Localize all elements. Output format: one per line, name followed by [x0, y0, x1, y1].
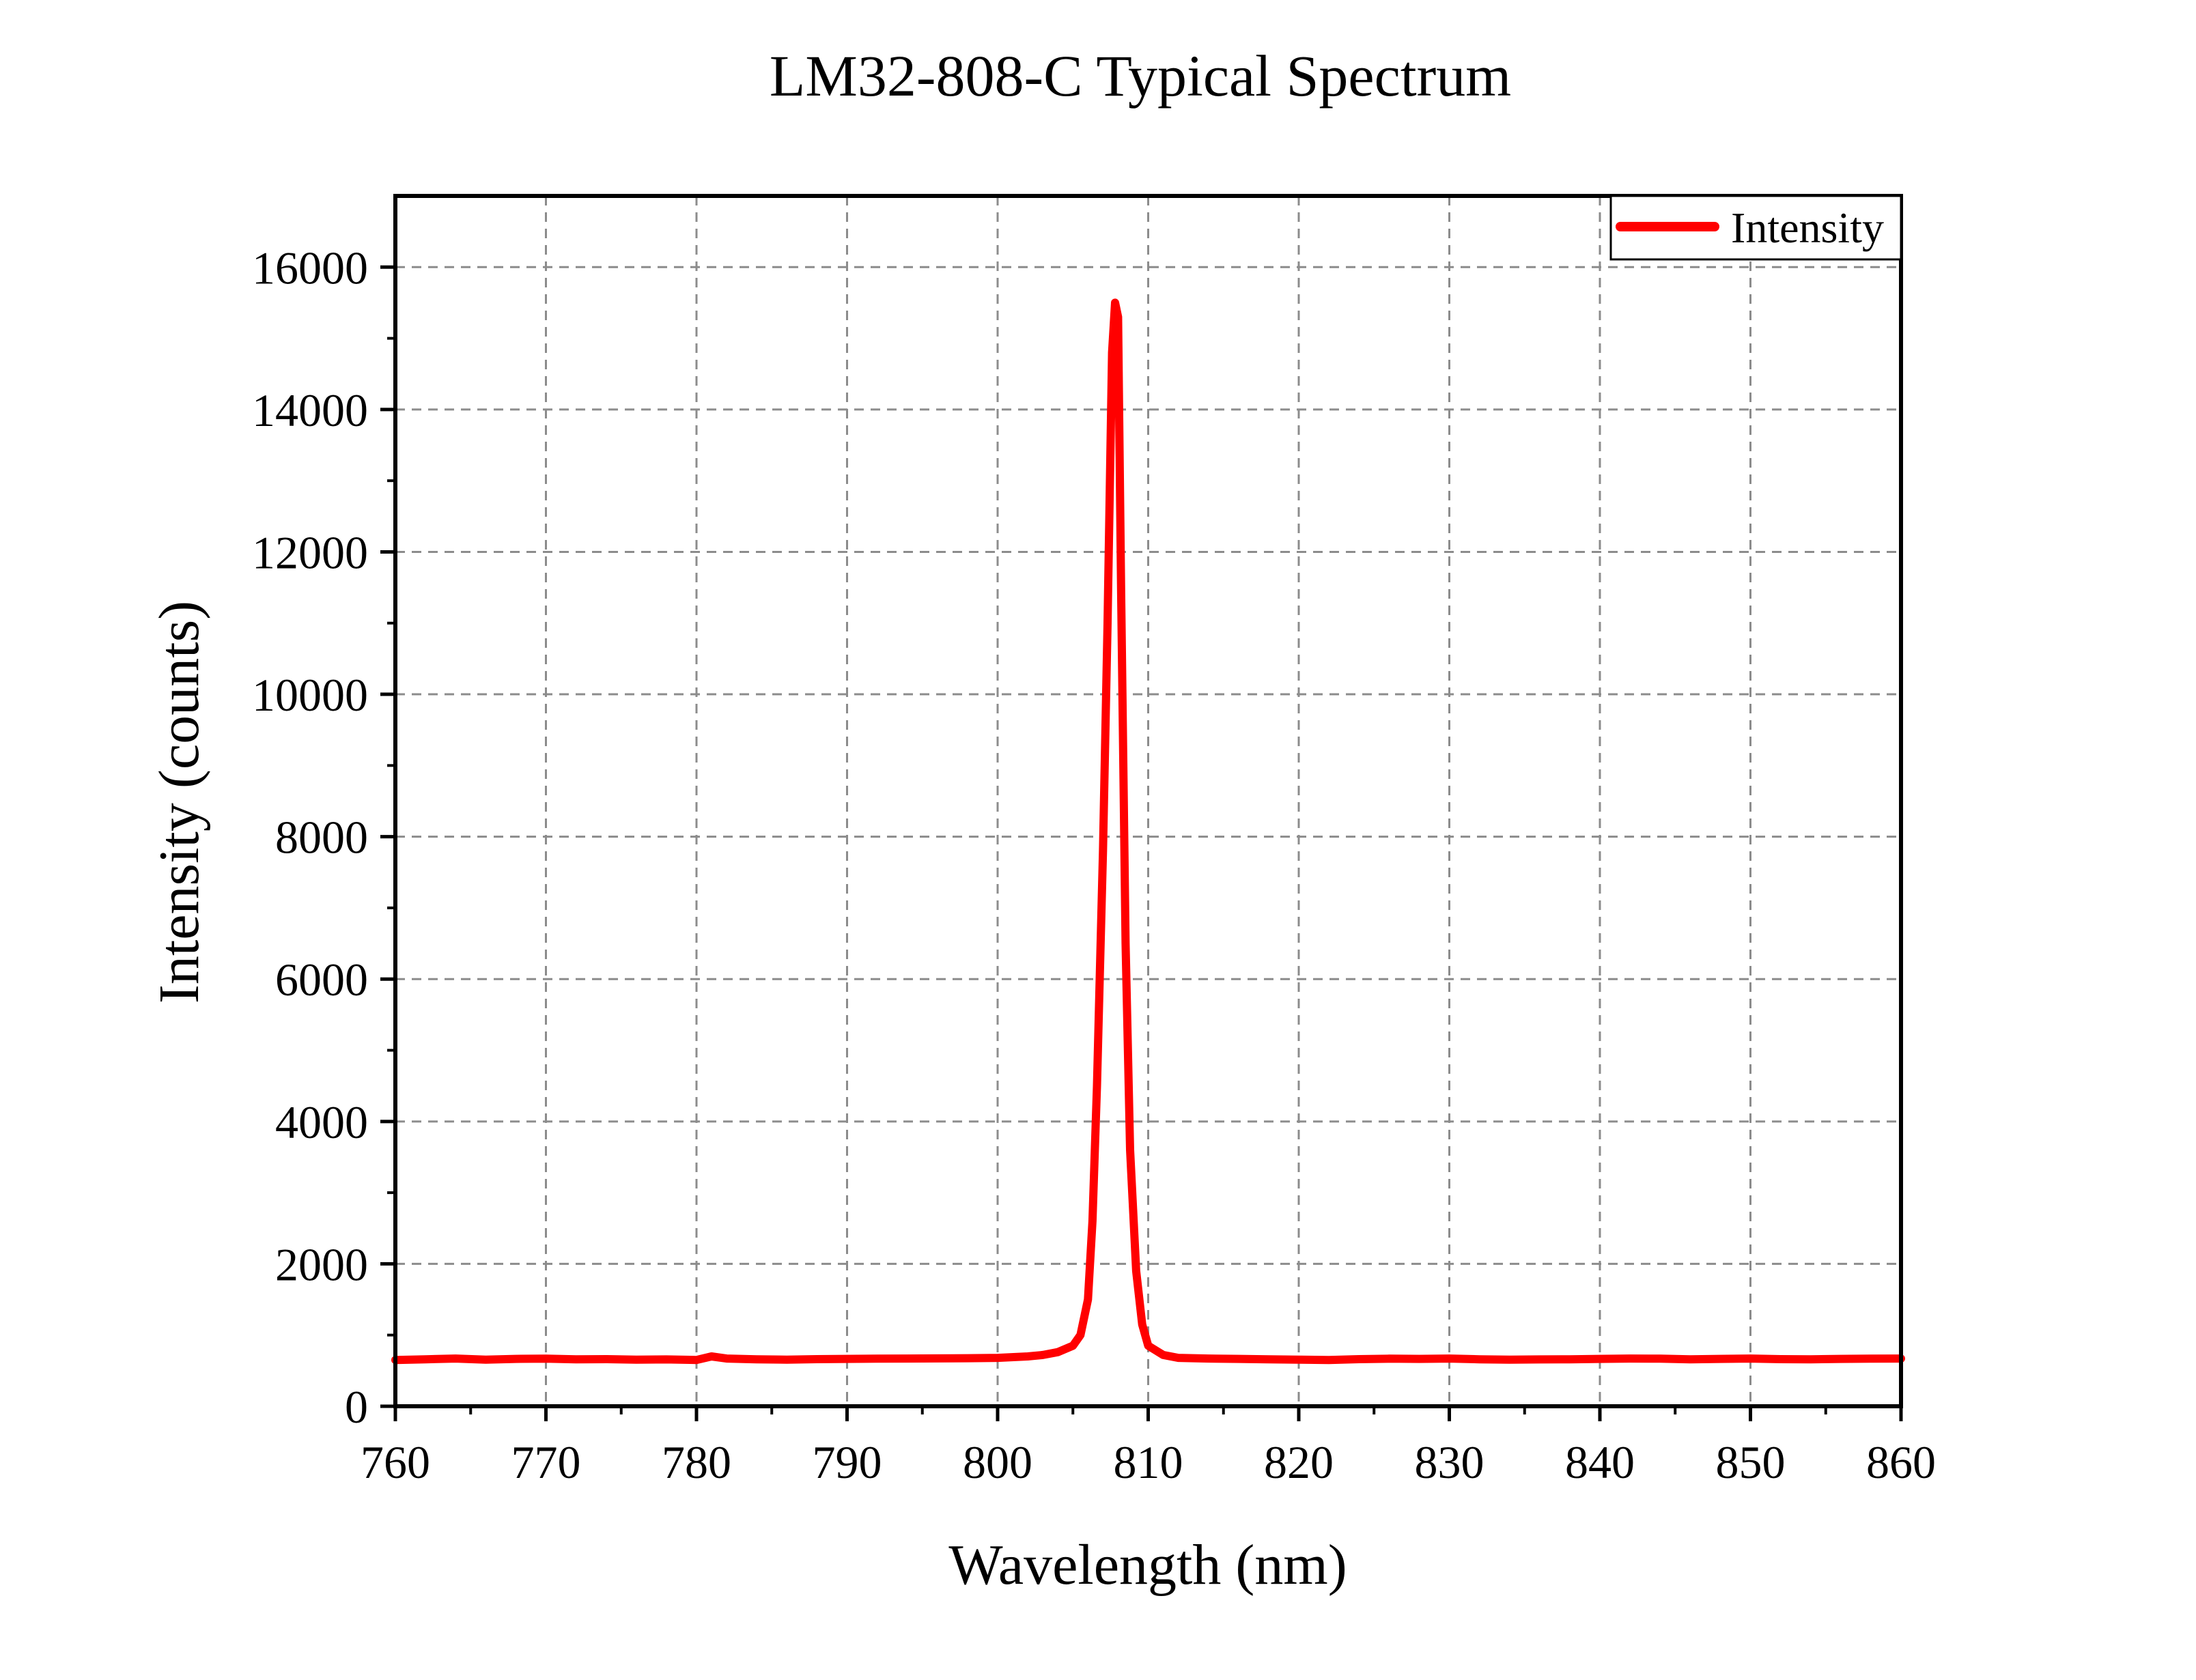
x-tick-label: 760: [361, 1436, 430, 1488]
x-tick-label: 780: [662, 1436, 731, 1488]
x-tick-label: 790: [813, 1436, 882, 1488]
x-tick-label: 820: [1264, 1436, 1334, 1488]
axis-ticks: 760 770 780 790 800 810 820 830 840 850 860 0 2000 40…: [252, 242, 1936, 1488]
y-tick-label: 4000: [275, 1096, 368, 1148]
x-tick-label: 800: [963, 1436, 1032, 1488]
grid-lines: [395, 196, 1901, 1406]
x-tick-label: 770: [511, 1436, 581, 1488]
y-tick-label: 2000: [275, 1238, 368, 1290]
x-tick-label: 840: [1565, 1436, 1635, 1488]
y-tick-label: 0: [345, 1381, 368, 1433]
legend: Intensity: [1609, 195, 1902, 261]
y-tick-label: 16000: [252, 242, 368, 294]
y-tick-label: 8000: [275, 812, 368, 864]
legend-label: Intensity: [1731, 203, 1884, 252]
x-axis-label: Wavelength (nm): [948, 1533, 1347, 1597]
x-tick-label: 830: [1415, 1436, 1484, 1488]
chart-title: LM32-808-C Typical Spectrum: [770, 43, 1511, 109]
y-tick-label: 10000: [252, 669, 368, 721]
y-axis-label: Intensity (counts): [147, 601, 211, 1003]
series-layer: [391, 298, 1905, 1365]
x-tick-label: 810: [1114, 1436, 1183, 1488]
series-line-intensity: [391, 298, 1905, 1365]
x-tick-label: 860: [1866, 1436, 1936, 1488]
x-tick-label: 850: [1716, 1436, 1786, 1488]
y-tick-label: 14000: [252, 384, 368, 436]
y-tick-label: 12000: [252, 526, 368, 578]
y-tick-label: 6000: [275, 954, 368, 1006]
